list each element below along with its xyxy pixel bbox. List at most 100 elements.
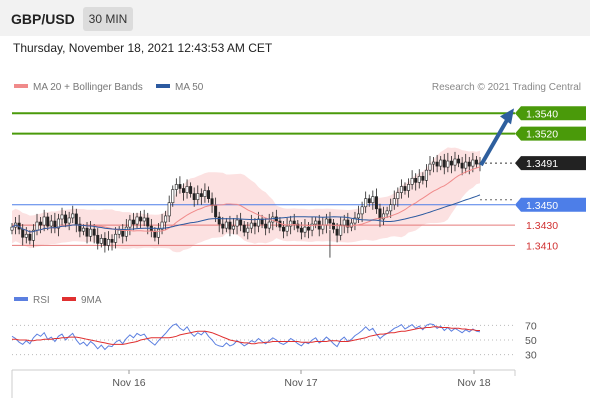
candle-body (424, 169, 428, 181)
candle-body (389, 204, 393, 212)
level-label-1.3410: 1.3410 (526, 240, 558, 252)
candle-body (374, 196, 378, 210)
candle-body (474, 159, 478, 165)
candle-body (106, 239, 110, 246)
candle-body (271, 216, 275, 223)
candle-body (31, 229, 35, 241)
candle-body (28, 233, 32, 241)
candle-body (257, 218, 261, 227)
candle-body (249, 222, 253, 229)
candle-body (442, 159, 446, 168)
candle-body (303, 226, 307, 233)
candle-body (439, 159, 443, 167)
rsi-tick-70: 70 (525, 320, 537, 332)
candle-body (231, 225, 235, 230)
candle-body (199, 193, 203, 197)
level-label-1.3520: 1.3520 (526, 129, 558, 141)
candle-body (117, 229, 121, 235)
time-tick-nov-17: Nov 17 (284, 377, 317, 389)
candle-body (74, 213, 78, 225)
candle-body (328, 218, 332, 224)
candle-body (417, 175, 421, 183)
candle-body (410, 178, 414, 185)
candle-body (85, 227, 89, 237)
candle-body (342, 219, 346, 226)
candle-body (335, 228, 339, 236)
rsi-ma-legend-swatch (62, 297, 76, 301)
candle-body (435, 161, 439, 167)
ma50-legend-swatch (156, 84, 170, 88)
candle-body (192, 193, 196, 200)
candle-body (99, 238, 103, 244)
level-tag-1.3540 (515, 106, 586, 121)
rsi-line (11, 323, 481, 351)
candle-body (353, 217, 357, 224)
candle-body (292, 220, 296, 225)
level-label-1.3450: 1.3450 (526, 200, 558, 212)
candle-body (178, 184, 182, 189)
level-label-1.3491: 1.3491 (526, 158, 558, 170)
candle-body (289, 220, 293, 227)
bollinger-band (12, 147, 480, 253)
candle-body (453, 158, 457, 166)
candle-body (332, 222, 336, 230)
candle-body (46, 216, 50, 227)
copyright-text: Research © 2021 Trading Central (432, 82, 581, 93)
candle-body (146, 217, 150, 227)
candle-body (39, 221, 43, 226)
candle-body (449, 160, 453, 166)
candle-body (224, 221, 228, 229)
candle-body (364, 198, 368, 208)
candle-body (307, 226, 311, 231)
candle-body (339, 224, 343, 236)
candle-body (274, 216, 278, 222)
candle-body (471, 159, 475, 167)
rsi-tick-30: 30 (525, 350, 537, 362)
candle-body (421, 175, 425, 181)
forecast-arrow-head (500, 108, 514, 125)
candle-body (114, 233, 118, 243)
timeframe-button[interactable]: 30 MIN (83, 7, 133, 31)
candle-body (428, 163, 432, 171)
candle-body (446, 160, 450, 168)
candle-body (160, 221, 164, 230)
candle-body (185, 186, 189, 193)
candle-body (460, 162, 464, 169)
candle-body (196, 193, 200, 200)
candle-body (382, 213, 386, 220)
time-tick-nov-18: Nov 18 (457, 377, 490, 389)
rsi-tick-50: 50 (525, 335, 537, 347)
timestamp: Thursday, November 18, 2021 12:43:53 AM … (13, 41, 273, 55)
candle-body (392, 198, 396, 206)
ma20-legend-swatch (14, 84, 28, 88)
candle-body (253, 222, 257, 227)
candle-body (171, 189, 175, 204)
candle-body (267, 221, 271, 229)
candle-body (360, 206, 364, 215)
candle-body (92, 228, 96, 236)
candle-body (203, 190, 207, 197)
rsi-ma-legend-label: 9MA (81, 295, 102, 306)
candle-body (378, 208, 382, 220)
candle-body (24, 233, 28, 238)
candle-body (131, 219, 135, 225)
candle-body (67, 217, 71, 224)
level-label-1.3540: 1.3540 (526, 108, 558, 120)
candle-body (139, 216, 143, 222)
candle-body (103, 238, 107, 246)
candle-body (142, 217, 146, 222)
candle-body (310, 223, 314, 231)
candle-body (285, 225, 289, 232)
candle-body (214, 205, 218, 218)
candle-body (457, 158, 461, 164)
candle-body (324, 218, 328, 226)
ma50-line (11, 194, 481, 233)
ma50-legend-label: MA 50 (175, 82, 204, 93)
candle-body (96, 234, 100, 244)
price-plot-area: 1.3540 1.3520 1.3491 1.3450 1.3430 1.3410 (10, 106, 586, 258)
candle-body (264, 223, 268, 229)
candle-body (242, 224, 246, 233)
candle-body (110, 239, 114, 243)
chart-header: GBP/USD 30 MIN (0, 0, 590, 36)
